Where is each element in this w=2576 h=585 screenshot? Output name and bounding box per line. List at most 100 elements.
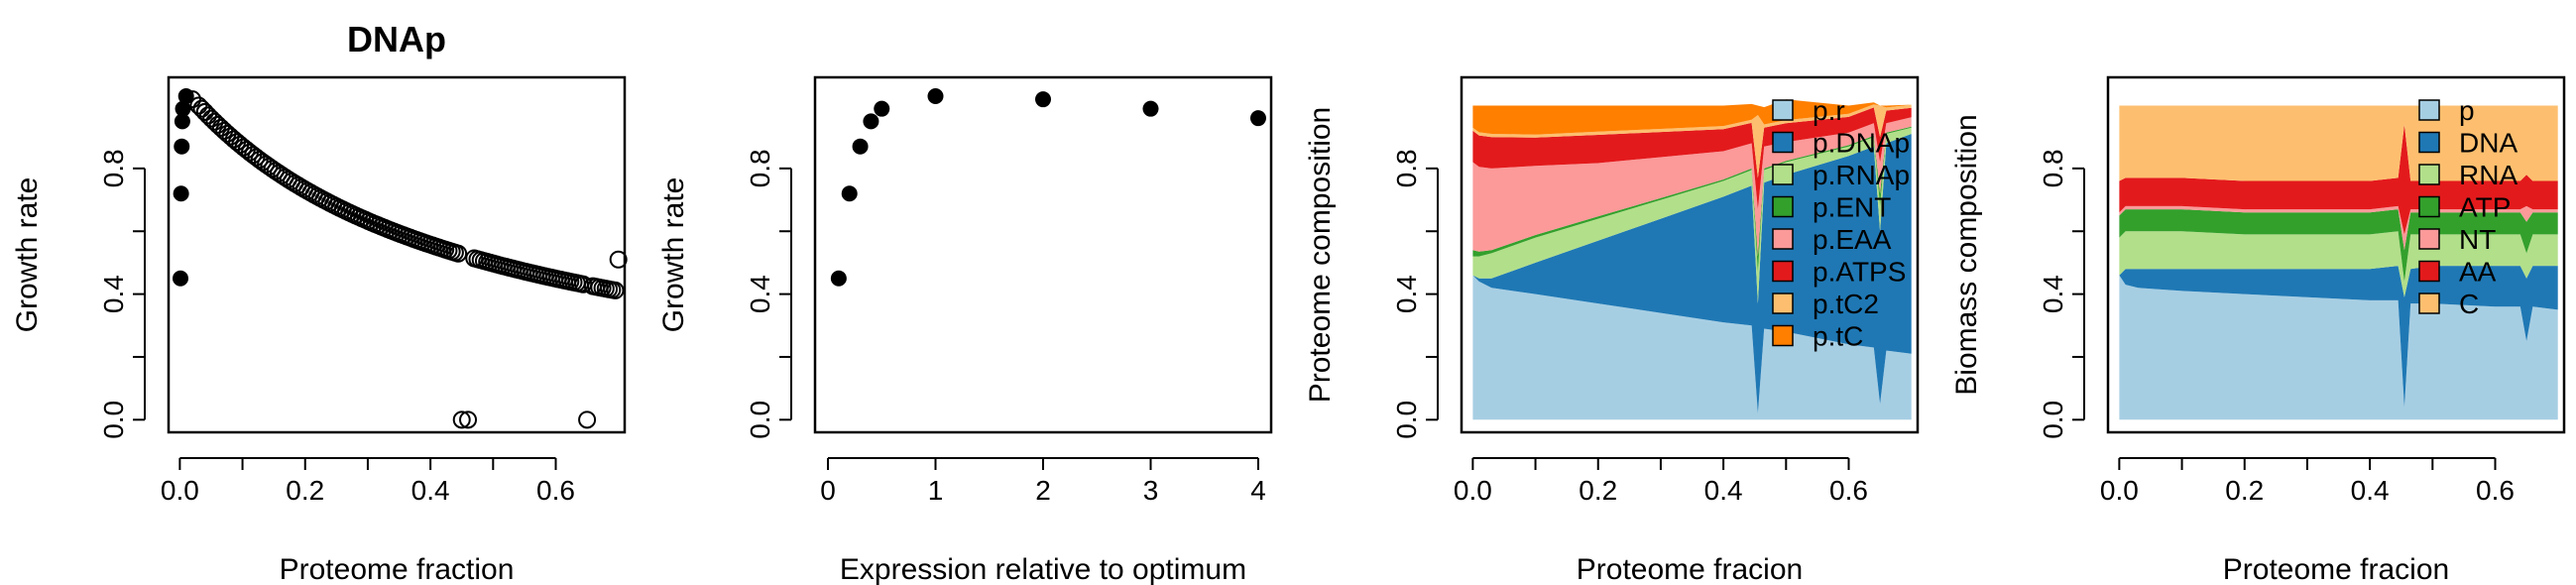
- data-point: [1035, 91, 1051, 108]
- x-tick-label: 3: [1143, 475, 1159, 506]
- legend-item: DNA: [2459, 128, 2517, 159]
- area-RNA: [2119, 231, 2558, 297]
- legend-item: p.tC: [1813, 321, 1863, 352]
- data-point: [874, 100, 890, 117]
- scatter-points: [830, 88, 1266, 287]
- y-axis-label: Biomass composition: [1950, 114, 1983, 395]
- area-p: [2119, 275, 2558, 420]
- data-point-open: [205, 112, 224, 131]
- legend-item: p.DNAp: [1813, 128, 1910, 159]
- x-tick-label: 0.4: [1704, 475, 1743, 506]
- data-point-filled: [173, 185, 189, 202]
- area-AA: [2119, 124, 2558, 235]
- y-tick-label: 0.8: [2038, 149, 2068, 187]
- y-tick-label: 0.8: [98, 149, 129, 187]
- legend-swatch: [1772, 195, 1794, 218]
- area-DNA: [2119, 266, 2558, 408]
- y-tick-label: 0.4: [2038, 275, 2068, 313]
- area-NT: [2119, 205, 2558, 251]
- x-tick-label: 0.2: [286, 475, 324, 506]
- data-point: [927, 88, 944, 105]
- data-point-open: [195, 103, 214, 122]
- data-point-filled: [173, 270, 189, 287]
- legend-swatch: [1772, 228, 1794, 250]
- x-axis: 0.0 0.2 0.4 0.6: [2100, 457, 2515, 506]
- y-axis-label: Proteome composition: [1304, 107, 1337, 403]
- plot-frame: [1460, 75, 1920, 434]
- legend-swatch: [1772, 164, 1794, 185]
- data-point-open: [609, 250, 628, 269]
- data-point: [1249, 110, 1266, 127]
- y-tick-label: 0.4: [1391, 275, 1422, 313]
- y-axis: 0.0 0.4 0.8: [98, 149, 146, 439]
- y-axis: 0.0 0.4 0.8: [2038, 149, 2085, 439]
- data-point-open: [192, 99, 211, 118]
- chart-panel-3: 0.0 0.2 0.4 0.6 Proteome fracion 0.0 0.4 0.8 Pro…: [1304, 75, 1920, 585]
- legend-item: C: [2459, 289, 2479, 319]
- legend-item: p.RNAp: [1813, 160, 1910, 190]
- data-point-open: [452, 410, 471, 429]
- data-point-open: [449, 244, 468, 263]
- y-axis-label: Growth rate: [11, 177, 44, 333]
- data-point-open: [578, 410, 597, 429]
- scatter-points: [173, 88, 628, 429]
- legend-item: p.ENT: [1813, 192, 1891, 223]
- legend-item: p.EAA: [1813, 224, 1892, 255]
- legend-swatch: [2418, 164, 2440, 185]
- data-point-filled: [174, 138, 190, 155]
- data-point: [863, 113, 879, 130]
- area-p-DNAp: [1472, 134, 1912, 413]
- x-axis: 0.0 0.2 0.4 0.6: [161, 457, 575, 506]
- x-tick-label: 0.4: [411, 475, 450, 506]
- data-point-open: [198, 106, 217, 125]
- y-tick-label: 0.4: [745, 275, 775, 313]
- y-tick-label: 0.8: [745, 149, 775, 187]
- chart-panel-1: 0.0 0.2 0.4 0.6 Proteome fraction 0.0 0.4 0.8 Gr…: [11, 19, 628, 585]
- legend-swatch: [2418, 260, 2440, 283]
- x-axis-label: Expression relative to optimum: [840, 553, 1246, 585]
- legend-item: NT: [2459, 224, 2496, 255]
- chart-panel-4: 0.0 0.2 0.4 0.6 Proteome fracion 0.0 0.4 0.8 Bio…: [1950, 75, 2566, 585]
- y-axis: 0.0 0.4 0.8: [745, 149, 792, 439]
- legend-swatch: [2418, 195, 2440, 218]
- legend-item: p.ATPS: [1813, 257, 1906, 288]
- x-tick-label: 0.0: [161, 475, 199, 506]
- chart-title: DNAp: [347, 19, 446, 59]
- x-tick-label: 0.2: [1579, 475, 1617, 506]
- data-point: [852, 138, 869, 155]
- y-tick-label: 0.0: [2038, 401, 2068, 439]
- data-point: [1142, 100, 1159, 117]
- data-point: [841, 185, 858, 202]
- data-point-open: [459, 410, 478, 429]
- data-point: [830, 270, 847, 287]
- y-axis-label: Growth rate: [657, 177, 690, 333]
- legend-item: p.r: [1813, 95, 1845, 126]
- legend-swatch: [2418, 292, 2440, 314]
- y-tick-label: 0.0: [745, 401, 775, 439]
- legend-item: RNA: [2459, 160, 2517, 190]
- legend-item: p.tC2: [1813, 289, 1879, 319]
- y-axis: 0.0 0.4 0.8: [1391, 149, 1439, 439]
- data-point-open: [183, 90, 202, 109]
- x-axis-label: Proteome fracion: [1577, 553, 1803, 585]
- plot-frame: [813, 75, 1273, 434]
- legend-item: AA: [2459, 257, 2497, 288]
- data-point-open: [202, 109, 221, 128]
- plot-frame: [2106, 75, 2566, 434]
- x-tick-label: 0: [820, 475, 836, 506]
- data-point-open: [208, 115, 227, 134]
- legend-swatch: [1772, 260, 1794, 283]
- x-axis: 0 1 2 3 4: [820, 457, 1266, 506]
- y-tick-label: 0.0: [1391, 401, 1422, 439]
- area-p-ATPS: [1472, 107, 1912, 210]
- legend-swatch: [1772, 292, 1794, 314]
- area-p-RNAp: [1472, 127, 1912, 304]
- x-axis-label: Proteome fracion: [2223, 553, 2449, 585]
- legend-item: ATP: [2459, 192, 2511, 223]
- x-tick-label: 0.0: [1454, 475, 1492, 506]
- area-p-tC: [1472, 99, 1912, 135]
- data-point-filled: [174, 113, 190, 130]
- x-tick-label: 4: [1250, 475, 1266, 506]
